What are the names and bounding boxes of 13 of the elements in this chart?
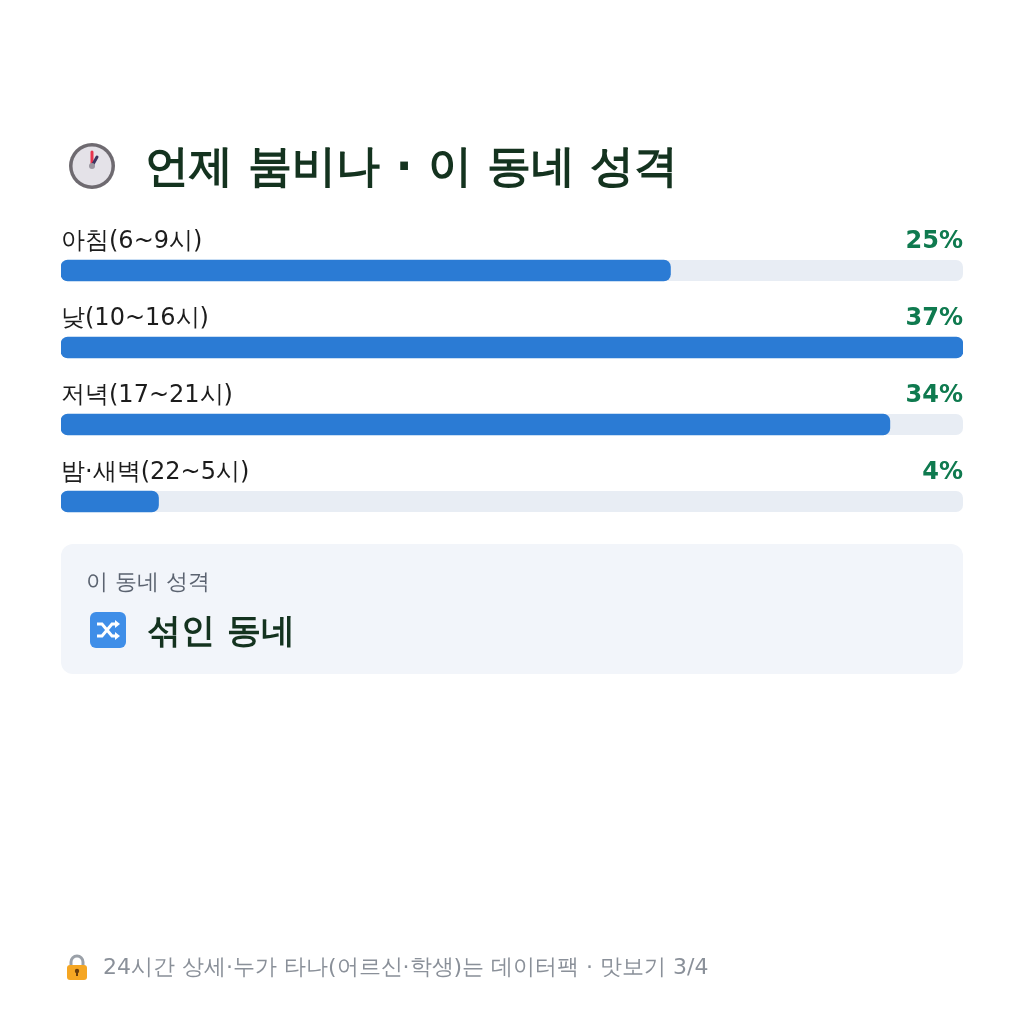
y-tick-label: 밤·새벽(22~5시)	[61, 457, 250, 485]
y-tick-label: 아침(6~9시)	[61, 226, 203, 254]
text: 24시간 상세·누가 타나(어르신·학생)는 데이터팩 · 맛보기 3/4	[103, 953, 709, 981]
text: 섞인 동네	[147, 609, 295, 652]
data-label: 25%	[905, 226, 963, 254]
data-label: 34%	[905, 380, 963, 408]
data-label: 37%	[905, 303, 963, 331]
y-tick-label: 낮(10~16시)	[61, 303, 209, 331]
text: 이 동네 성격	[86, 568, 210, 596]
bar	[61, 490, 159, 513]
data-label: 4%	[922, 457, 963, 485]
chart-title: 언제 붐비나 · 이 동네 성격	[145, 139, 679, 193]
y-tick-label: 저녁(17~21시)	[61, 380, 233, 408]
